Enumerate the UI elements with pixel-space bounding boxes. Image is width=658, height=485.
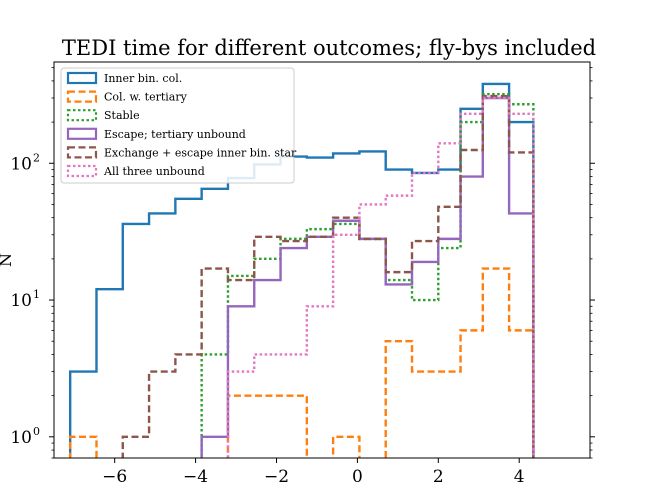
series-step-2: [200, 92, 535, 458]
legend-swatch-3: [66, 127, 98, 140]
x-tick-label-1: −4: [183, 467, 208, 485]
y-tick-label-0: 10: [10, 428, 32, 448]
y-tick-exponent-1: 1: [33, 288, 40, 301]
legend-swatch-2: [66, 109, 98, 122]
legend-label-2: Stable: [104, 109, 140, 122]
legend-entry-3: Escape; tertiary unbound: [66, 127, 246, 141]
legend-label-1: Col. w. tertiary: [104, 91, 188, 104]
chart-title: TEDI time for different outcomes; fly-by…: [62, 36, 596, 60]
legend-swatch-0: [66, 71, 98, 85]
legend-swatch-4: [66, 146, 98, 159]
legend: Inner bin. col. Col. w. tertiary Stable Esc…: [60, 67, 297, 184]
legend-entry-0: Inner bin. col.: [66, 71, 182, 85]
legend-label-3: Escape; tertiary unbound: [104, 128, 246, 141]
y-tick-label-2: 10: [10, 154, 32, 174]
x-tick-label-2: −2: [264, 467, 289, 485]
x-tick-label-5: 4: [514, 467, 525, 485]
legend-entry-4: Exchange + escape inner bin. star: [66, 146, 297, 159]
legend-swatch-1: [66, 90, 98, 103]
series-step-4: [121, 94, 535, 458]
series-step-3: [200, 96, 535, 458]
legend-swatch-5: [66, 164, 98, 178]
x-tick-label-3: 0: [352, 467, 363, 485]
legend-entry-1: Col. w. tertiary: [66, 90, 188, 104]
legend-entry-2: Stable: [66, 109, 140, 122]
series-layer: [68, 82, 535, 458]
y-tick-exponent-2: 2: [33, 151, 40, 164]
x-tick-label-0: −6: [102, 467, 127, 485]
legend-label-5: All three unbound: [103, 165, 205, 178]
legend-label-4: Exchange + escape inner bin. star: [104, 146, 297, 159]
legend-box: [60, 67, 295, 184]
y-axis-label: N: [0, 253, 15, 267]
plot-area: [53, 61, 591, 459]
y-tick-label-1: 10: [10, 291, 32, 311]
series-step-1: [68, 267, 535, 458]
axes-frame: [53, 61, 591, 459]
legend-entries: Inner bin. col. Col. w. tertiary Stable Esc…: [66, 71, 297, 178]
x-tick-label-4: 2: [433, 467, 444, 485]
legend-label-0: Inner bin. col.: [104, 72, 182, 85]
y-tick-exponent-0: 0: [33, 425, 40, 438]
legend-entry-5: All three unbound: [66, 164, 205, 178]
